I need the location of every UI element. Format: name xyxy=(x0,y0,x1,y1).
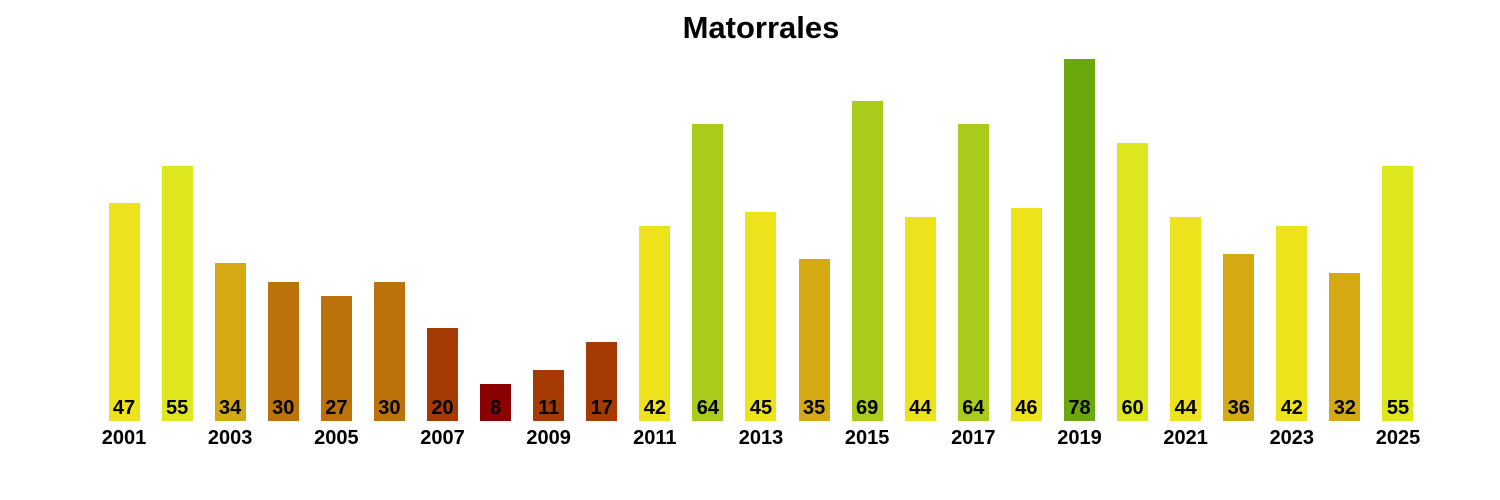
bar-value-label: 8 xyxy=(490,397,502,419)
bar-2008: 8 xyxy=(480,383,512,421)
bar-2005: 27 xyxy=(320,295,352,421)
bar-2007: 20 xyxy=(426,328,458,421)
bar-value-label: 42 xyxy=(643,397,666,419)
x-tick-label: 2019 xyxy=(1057,427,1102,449)
bar-value-label: 35 xyxy=(802,397,826,419)
bar-2018: 46 xyxy=(1010,207,1042,421)
bar-value-label: 34 xyxy=(219,397,242,419)
bar-2016: 44 xyxy=(904,216,936,421)
bar-2020: 60 xyxy=(1117,142,1149,421)
bar-value-label: 20 xyxy=(431,397,454,419)
bar-2014: 35 xyxy=(798,258,830,421)
bar-2009: 11 xyxy=(533,369,565,421)
bar-2004: 30 xyxy=(267,281,299,421)
bar-value-label: 69 xyxy=(856,397,879,419)
x-tick-label: 2007 xyxy=(420,427,465,449)
bar-value-label: 11 xyxy=(538,397,560,419)
bar-2021: 44 xyxy=(1170,216,1202,421)
bar-2017: 64 xyxy=(957,124,989,421)
x-tick-label: 2001 xyxy=(101,427,147,449)
bar-value-label: 46 xyxy=(1015,397,1038,419)
x-tick-label: 2025 xyxy=(1375,427,1421,449)
bar-value-label: 27 xyxy=(325,397,348,419)
bar-value-label: 32 xyxy=(1333,397,1357,419)
bar-2022: 36 xyxy=(1223,253,1255,421)
bar-value-label: 60 xyxy=(1121,397,1144,419)
bar-2019: 78 xyxy=(1063,59,1095,421)
x-tick-label: 2009 xyxy=(526,427,571,449)
bar-value-label: 36 xyxy=(1227,397,1250,419)
bar-value-label: 44 xyxy=(1174,397,1197,419)
bar-2001: 47 xyxy=(108,202,140,421)
x-tick-label: 2005 xyxy=(314,427,359,449)
bar-2015: 69 xyxy=(851,100,883,421)
bar-value-label: 55 xyxy=(1386,397,1410,419)
bar-value-label: 42 xyxy=(1280,397,1303,419)
bar-2023: 42 xyxy=(1276,226,1308,421)
bar-2024: 32 xyxy=(1329,272,1361,421)
bar-2010: 17 xyxy=(586,342,618,421)
bar-value-label: 47 xyxy=(112,397,136,419)
bar-2011: 42 xyxy=(639,226,671,421)
bar-value-label: 64 xyxy=(962,397,985,419)
x-tick-label: 2017 xyxy=(951,427,996,449)
bar-value-label: 78 xyxy=(1068,397,1091,419)
bar-value-label: 64 xyxy=(696,397,720,419)
bar-2012: 64 xyxy=(692,124,724,421)
bar-2025: 55 xyxy=(1382,165,1414,421)
x-tick-label: 2013 xyxy=(738,427,784,449)
bar-value-label: 17 xyxy=(590,397,613,419)
x-tick-label: 2003 xyxy=(207,427,253,449)
bar-2006: 30 xyxy=(373,281,405,421)
bar-value-label: 45 xyxy=(749,397,773,419)
x-tick-label: 2023 xyxy=(1269,427,1315,449)
bar-value-label: 30 xyxy=(272,397,295,419)
x-tick-label: 2021 xyxy=(1163,427,1208,449)
x-tick-label: 2015 xyxy=(844,427,890,449)
bar-2003: 34 xyxy=(214,263,246,421)
bar-value-label: 55 xyxy=(165,397,189,419)
x-tick-label: 2011 xyxy=(633,427,677,449)
bar-value-label: 30 xyxy=(378,397,401,419)
bar-value-label: 44 xyxy=(909,397,932,419)
bar-2013: 45 xyxy=(745,212,777,421)
bar-2002: 55 xyxy=(161,165,193,421)
chart-title: Matorrales xyxy=(682,10,840,45)
